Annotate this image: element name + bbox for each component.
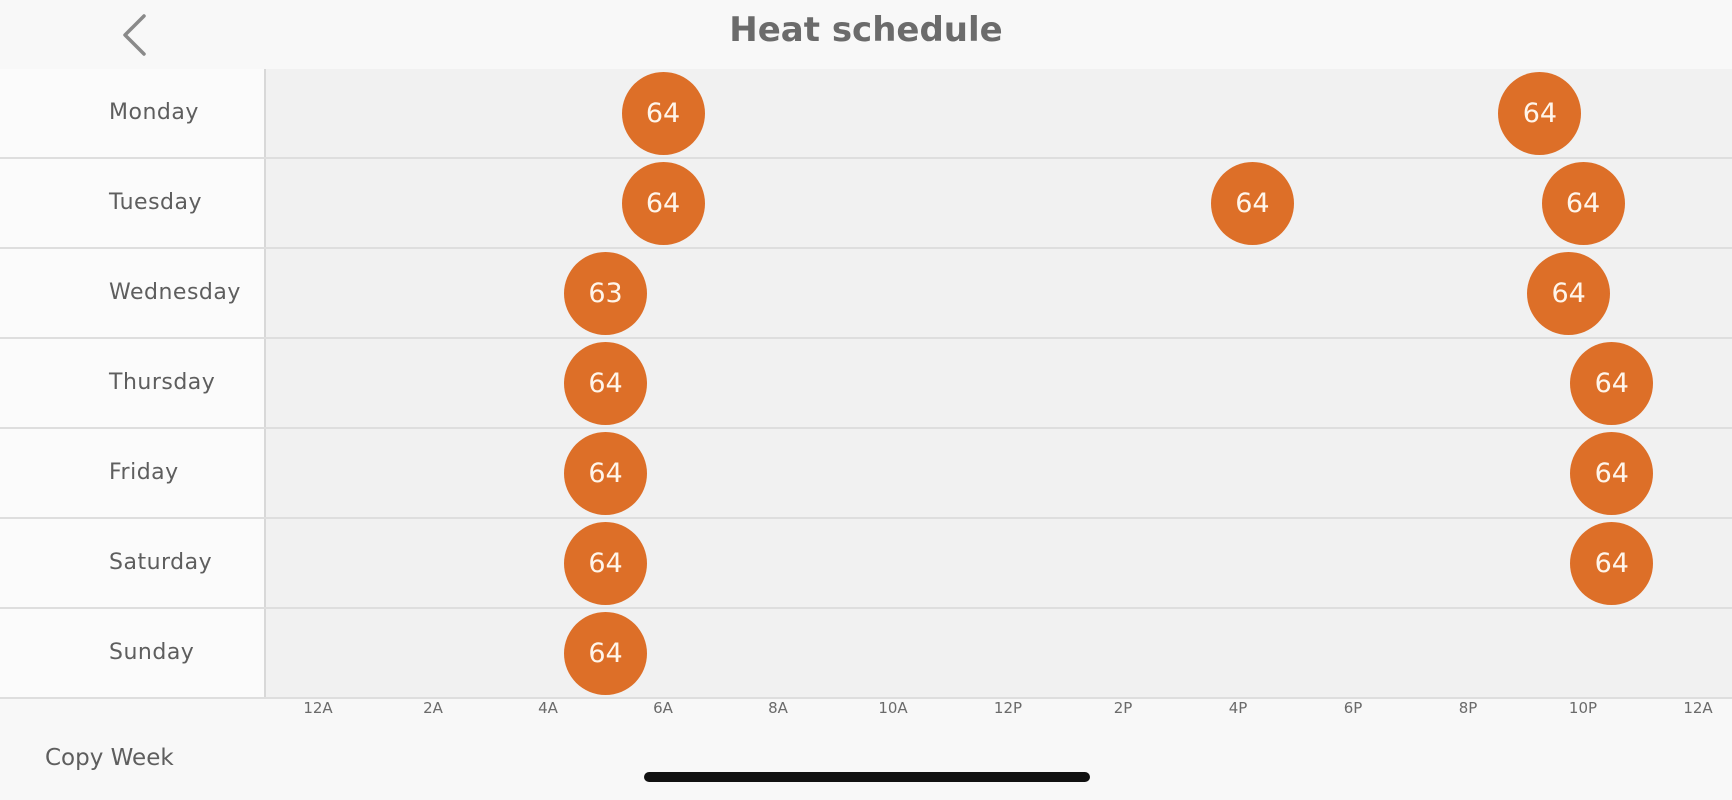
tick-label: 8A [768,699,788,717]
day-label-cell: Monday [0,69,266,157]
day-label: Tuesday [109,190,203,215]
home-indicator [644,772,1090,782]
schedule-grid: Monday 64 64 Tuesday 64 64 64 Wednesday 63 64 Thur… [0,69,1732,699]
tick-label: 12A [303,699,333,717]
copy-week-button[interactable]: Copy Week [45,745,174,771]
setpoint-bubble[interactable]: 64 [1527,251,1611,335]
day-timeline[interactable]: 63 64 [266,249,1732,337]
day-timeline[interactable]: 64 64 [266,69,1732,157]
day-label-cell: Sunday [0,609,266,697]
tick-label: 8P [1458,699,1478,717]
day-label-cell: Wednesday [0,249,266,337]
page-title: Heat schedule [729,10,1003,50]
setpoint-bubble[interactable]: 64 [564,431,647,515]
day-timeline[interactable]: 64 64 [266,519,1732,607]
tick-label: 6A [653,699,673,717]
tick-label: 10P [1568,699,1598,717]
setpoint-bubble[interactable]: 64 [564,341,647,425]
back-button[interactable] [110,10,160,60]
setpoint-bubble[interactable]: 64 [621,161,705,245]
day-timeline[interactable]: 64 64 [266,429,1732,517]
day-label-cell: Thursday [0,339,266,427]
day-timeline[interactable]: 64 64 64 [266,159,1732,247]
day-row-tuesday: Tuesday 64 64 64 [0,159,1732,249]
chevron-left-icon [123,14,146,56]
tick-label: 12P [993,699,1023,717]
day-row-wednesday: Wednesday 63 64 [0,249,1732,339]
tick-label: 4A [538,699,558,717]
setpoint-bubble[interactable]: 64 [1570,521,1654,605]
setpoint-bubble[interactable]: 64 [1498,71,1582,155]
setpoint-bubble[interactable]: 64 [564,521,647,605]
day-label: Friday [109,460,179,485]
day-label: Saturday [109,550,213,575]
day-timeline[interactable]: 64 [266,609,1732,697]
setpoint-bubble[interactable]: 64 [621,71,705,155]
day-label: Sunday [109,640,195,665]
tick-label: 10A [878,699,908,717]
day-row-thursday: Thursday 64 64 [0,339,1732,429]
day-label: Thursday [109,370,216,395]
day-label: Wednesday [109,280,241,305]
tick-label: 6P [1343,699,1363,717]
header: Heat schedule [0,0,1732,71]
time-axis: 12A 2A 4A 6A 8A 10A 12P 2P 4P 6P 8P 10P 12A [0,699,1732,729]
tick-label: 2P [1113,699,1133,717]
setpoint-bubble[interactable]: 64 [1570,341,1654,425]
setpoint-bubble[interactable]: 64 [564,611,647,695]
day-row-sunday: Sunday 64 [0,609,1732,699]
setpoint-bubble[interactable]: 63 [564,251,647,335]
day-label-cell: Tuesday [0,159,266,247]
setpoint-bubble[interactable]: 64 [1541,161,1625,245]
day-label-cell: Friday [0,429,266,517]
tick-label: 4P [1228,699,1248,717]
setpoint-bubble[interactable]: 64 [1570,431,1654,515]
day-label-cell: Saturday [0,519,266,607]
setpoint-bubble[interactable]: 64 [1210,161,1294,245]
tick-label: 12A [1683,699,1713,717]
day-timeline[interactable]: 64 64 [266,339,1732,427]
day-label: Monday [109,100,199,125]
day-row-friday: Friday 64 64 [0,429,1732,519]
tick-label: 2A [423,699,443,717]
day-row-monday: Monday 64 64 [0,69,1732,159]
day-row-saturday: Saturday 64 64 [0,519,1732,609]
